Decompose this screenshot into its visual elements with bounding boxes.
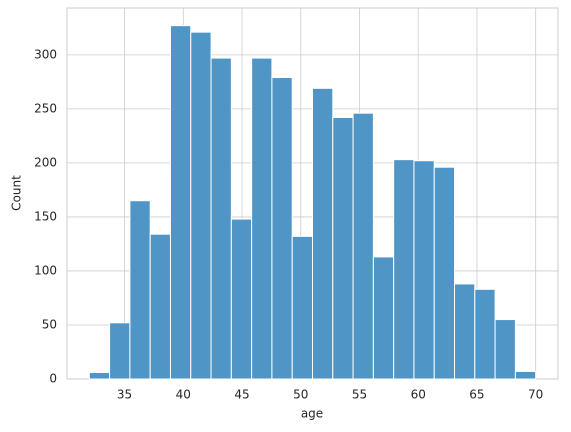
bar: [210, 57, 232, 380]
x-tick-label: 50: [293, 388, 308, 402]
bar: [230, 218, 253, 380]
bar: [393, 159, 415, 380]
bar: [312, 87, 334, 380]
x-axis-label: age: [301, 407, 323, 421]
x-tick-label: 35: [117, 388, 132, 402]
bar: [251, 57, 273, 380]
y-axis-label: Count: [10, 175, 24, 211]
bar: [271, 77, 293, 380]
bar: [149, 233, 171, 380]
bar: [454, 283, 476, 380]
y-tick-label: 300: [34, 47, 57, 61]
bar: [352, 112, 374, 380]
x-tick-label: 55: [352, 388, 367, 402]
bar: [190, 31, 212, 380]
x-tick-label: 60: [411, 388, 426, 402]
bar: [169, 25, 192, 380]
x-tick-label: 45: [234, 388, 249, 402]
bar: [332, 117, 354, 380]
bar: [474, 288, 496, 380]
bar: [494, 319, 516, 380]
x-tick-label: 40: [176, 388, 191, 402]
bar: [88, 372, 111, 380]
y-tick-label: 250: [34, 101, 57, 115]
y-tick-label: 150: [34, 209, 57, 223]
bar: [514, 370, 537, 380]
bar: [129, 200, 151, 380]
y-tick-label: 100: [34, 263, 57, 277]
y-tick-label: 200: [34, 155, 57, 169]
x-tick-label: 65: [469, 388, 484, 402]
bar: [109, 322, 131, 380]
y-tick-label: 0: [49, 372, 57, 386]
x-tick-label: 70: [528, 388, 543, 402]
bar: [413, 160, 435, 380]
bar: [372, 256, 395, 380]
bar: [291, 235, 314, 380]
y-tick-label: 50: [42, 317, 57, 331]
bar: [433, 166, 456, 380]
